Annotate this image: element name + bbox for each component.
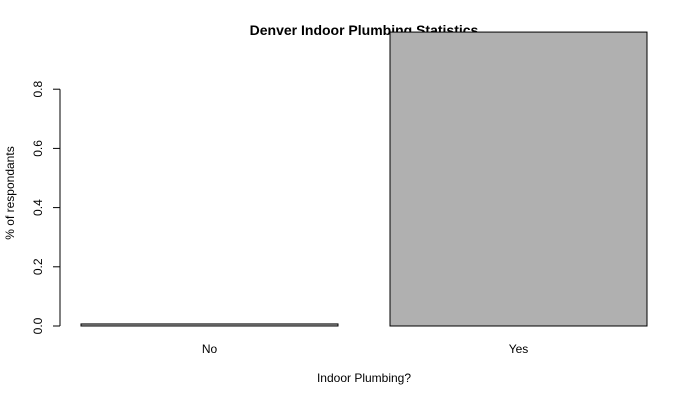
y-tick-label: 0.0 <box>31 317 45 334</box>
x-category-labels: No Yes <box>202 342 528 356</box>
y-tick-label: 0.6 <box>31 140 45 157</box>
x-category-label: Yes <box>509 342 529 356</box>
y-axis-label: % of respondants <box>3 146 17 239</box>
y-tick-label: 0.4 <box>31 199 45 216</box>
x-category-label: No <box>202 342 218 356</box>
y-axis: 0.0 0.2 0.4 0.6 0.8 <box>31 81 61 334</box>
y-tick-label: 0.2 <box>31 258 45 275</box>
bars-group <box>80 31 648 327</box>
x-axis-label: Indoor Plumbing? <box>317 371 411 385</box>
y-tick-label: 0.8 <box>31 81 45 98</box>
bar-no <box>80 323 339 327</box>
bar-yes <box>389 31 648 327</box>
